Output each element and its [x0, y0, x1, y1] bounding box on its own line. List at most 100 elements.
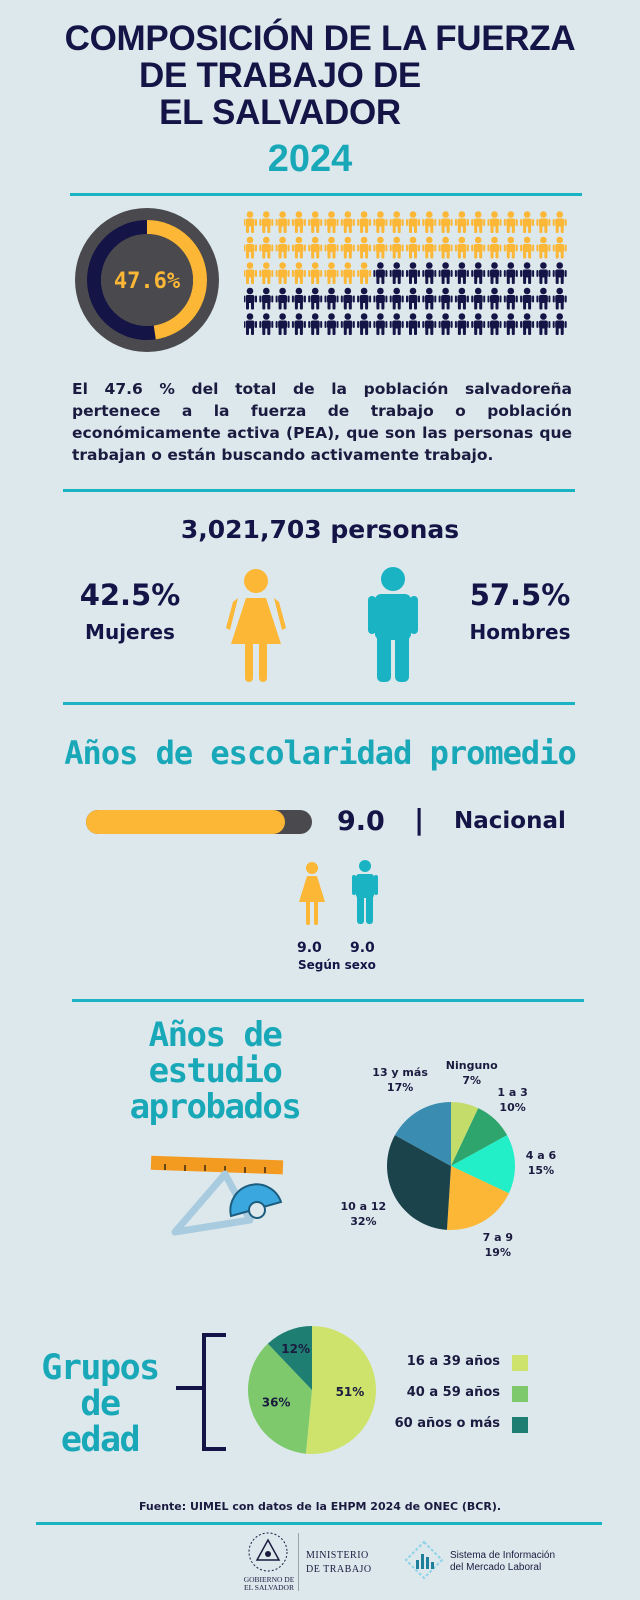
person-icon — [552, 236, 567, 259]
study-years-percent: 15% — [527, 1164, 555, 1178]
divider — [72, 999, 584, 1002]
person-icon — [324, 262, 339, 284]
person-icon — [373, 211, 388, 233]
ministry-text: MINISTERIO DE TRABAJO — [306, 1549, 372, 1577]
person-icon — [487, 313, 502, 335]
study-years-slice-label: 13 y más 17% — [365, 1065, 435, 1095]
donut-value-arc — [87, 220, 207, 340]
person-icon — [389, 287, 404, 310]
study-years-percent: 7% — [462, 1074, 482, 1088]
person-icon — [520, 313, 535, 335]
person-icon — [471, 287, 486, 310]
person-icon — [308, 236, 323, 259]
pea-donut-chart: 47.6% — [75, 208, 219, 352]
person-icon — [244, 211, 257, 233]
study-years-percent: 10% — [499, 1101, 526, 1115]
person-icon — [406, 313, 420, 335]
men-percent: 57.5% — [469, 578, 571, 612]
legend-swatch — [512, 1417, 528, 1433]
person-icon — [454, 287, 469, 310]
person-icon — [536, 262, 551, 284]
person-icon — [406, 211, 420, 233]
person-icon — [244, 287, 257, 310]
age-groups-title-line-2: edad — [60, 1420, 141, 1460]
person-icon — [275, 262, 290, 284]
person-icon — [422, 211, 437, 233]
person-icon — [487, 287, 502, 310]
women-schooling-value: 9.0 — [297, 940, 322, 956]
simel-line-2: del Mercado Laboral — [450, 1562, 542, 1573]
person-icon — [552, 211, 567, 233]
study-years-slice — [387, 1135, 451, 1230]
age-groups-title-line-1: Grupos de — [41, 1348, 160, 1424]
person-icon — [536, 236, 551, 259]
person-icon — [324, 287, 339, 310]
age-groups-title: Grupos de edad — [20, 1350, 180, 1458]
age-groups-slice-label: 51% — [336, 1385, 365, 1399]
national-schooling-value: 9.0 — [337, 806, 385, 837]
person-icon — [340, 313, 355, 335]
person-icon — [503, 262, 518, 284]
logo-divider — [298, 1533, 299, 1591]
person-icon — [244, 236, 257, 259]
person-icon — [471, 262, 486, 284]
person-icon — [308, 313, 323, 335]
government-text: GOBIERNO DE EL SALVADOR — [232, 1576, 306, 1592]
person-icon — [259, 236, 274, 259]
person-icon — [438, 211, 453, 233]
person-icon — [438, 287, 453, 310]
person-icon — [259, 262, 274, 284]
page-title-line-2: DE TRABAJO DE — [139, 56, 421, 95]
person-icon — [454, 313, 469, 335]
person-icon — [406, 262, 420, 284]
source-note: Fuente: UIMEL con datos de la EHPM 2024 … — [138, 1500, 502, 1513]
person-icon — [487, 236, 502, 259]
schooling-bar-track — [86, 810, 312, 834]
divider — [63, 702, 575, 705]
person-icon — [291, 262, 306, 284]
person-icon — [275, 236, 290, 259]
person-icon — [520, 211, 535, 233]
study-years-slice-label: Ninguno 7% — [437, 1058, 507, 1088]
government-seal-logo — [248, 1532, 288, 1572]
person-icon — [275, 313, 290, 335]
study-years-slice-label: 7 a 9 19% — [463, 1230, 533, 1260]
age-groups-slice — [305, 1326, 376, 1454]
woman-icon — [226, 569, 286, 682]
person-icon — [520, 236, 535, 259]
study-years-slice — [446, 1166, 509, 1230]
ruler-protractor-icon — [150, 1155, 284, 1236]
person-icon — [259, 313, 274, 335]
person-icon — [340, 287, 355, 310]
woman-icon — [299, 862, 325, 925]
person-icon — [552, 262, 567, 284]
person-icon — [454, 211, 469, 233]
schooling-bar-fill — [86, 810, 285, 834]
men-label: Hombres — [469, 620, 571, 644]
gov-line-2: EL SALVADOR — [244, 1583, 294, 1592]
person-icon — [503, 236, 518, 259]
person-icon — [291, 313, 306, 335]
person-icon — [340, 236, 355, 259]
study-years-category: 4 a 6 — [525, 1149, 557, 1163]
women-percent: 42.5% — [79, 578, 181, 612]
population-pictogram — [244, 211, 567, 335]
national-label: Nacional — [454, 808, 566, 834]
legend-label: 40 a 59 años — [406, 1385, 500, 1400]
person-icon — [536, 313, 551, 335]
study-years-percent: 19% — [484, 1246, 511, 1260]
man-icon — [352, 860, 378, 924]
study-years-slice — [451, 1108, 508, 1166]
person-icon — [503, 313, 518, 335]
person-icon — [340, 262, 355, 284]
study-years-slice-label: 10 a 12 32% — [328, 1199, 398, 1229]
person-icon — [503, 287, 518, 310]
study-years-percent: 17% — [386, 1080, 414, 1094]
donut-percent-label: 47.6% — [114, 269, 181, 294]
person-icon — [536, 211, 551, 233]
age-groups-slice — [267, 1326, 312, 1390]
person-icon — [454, 262, 469, 284]
person-icon — [536, 287, 551, 310]
simel-logo — [404, 1540, 444, 1580]
divider — [63, 489, 575, 492]
